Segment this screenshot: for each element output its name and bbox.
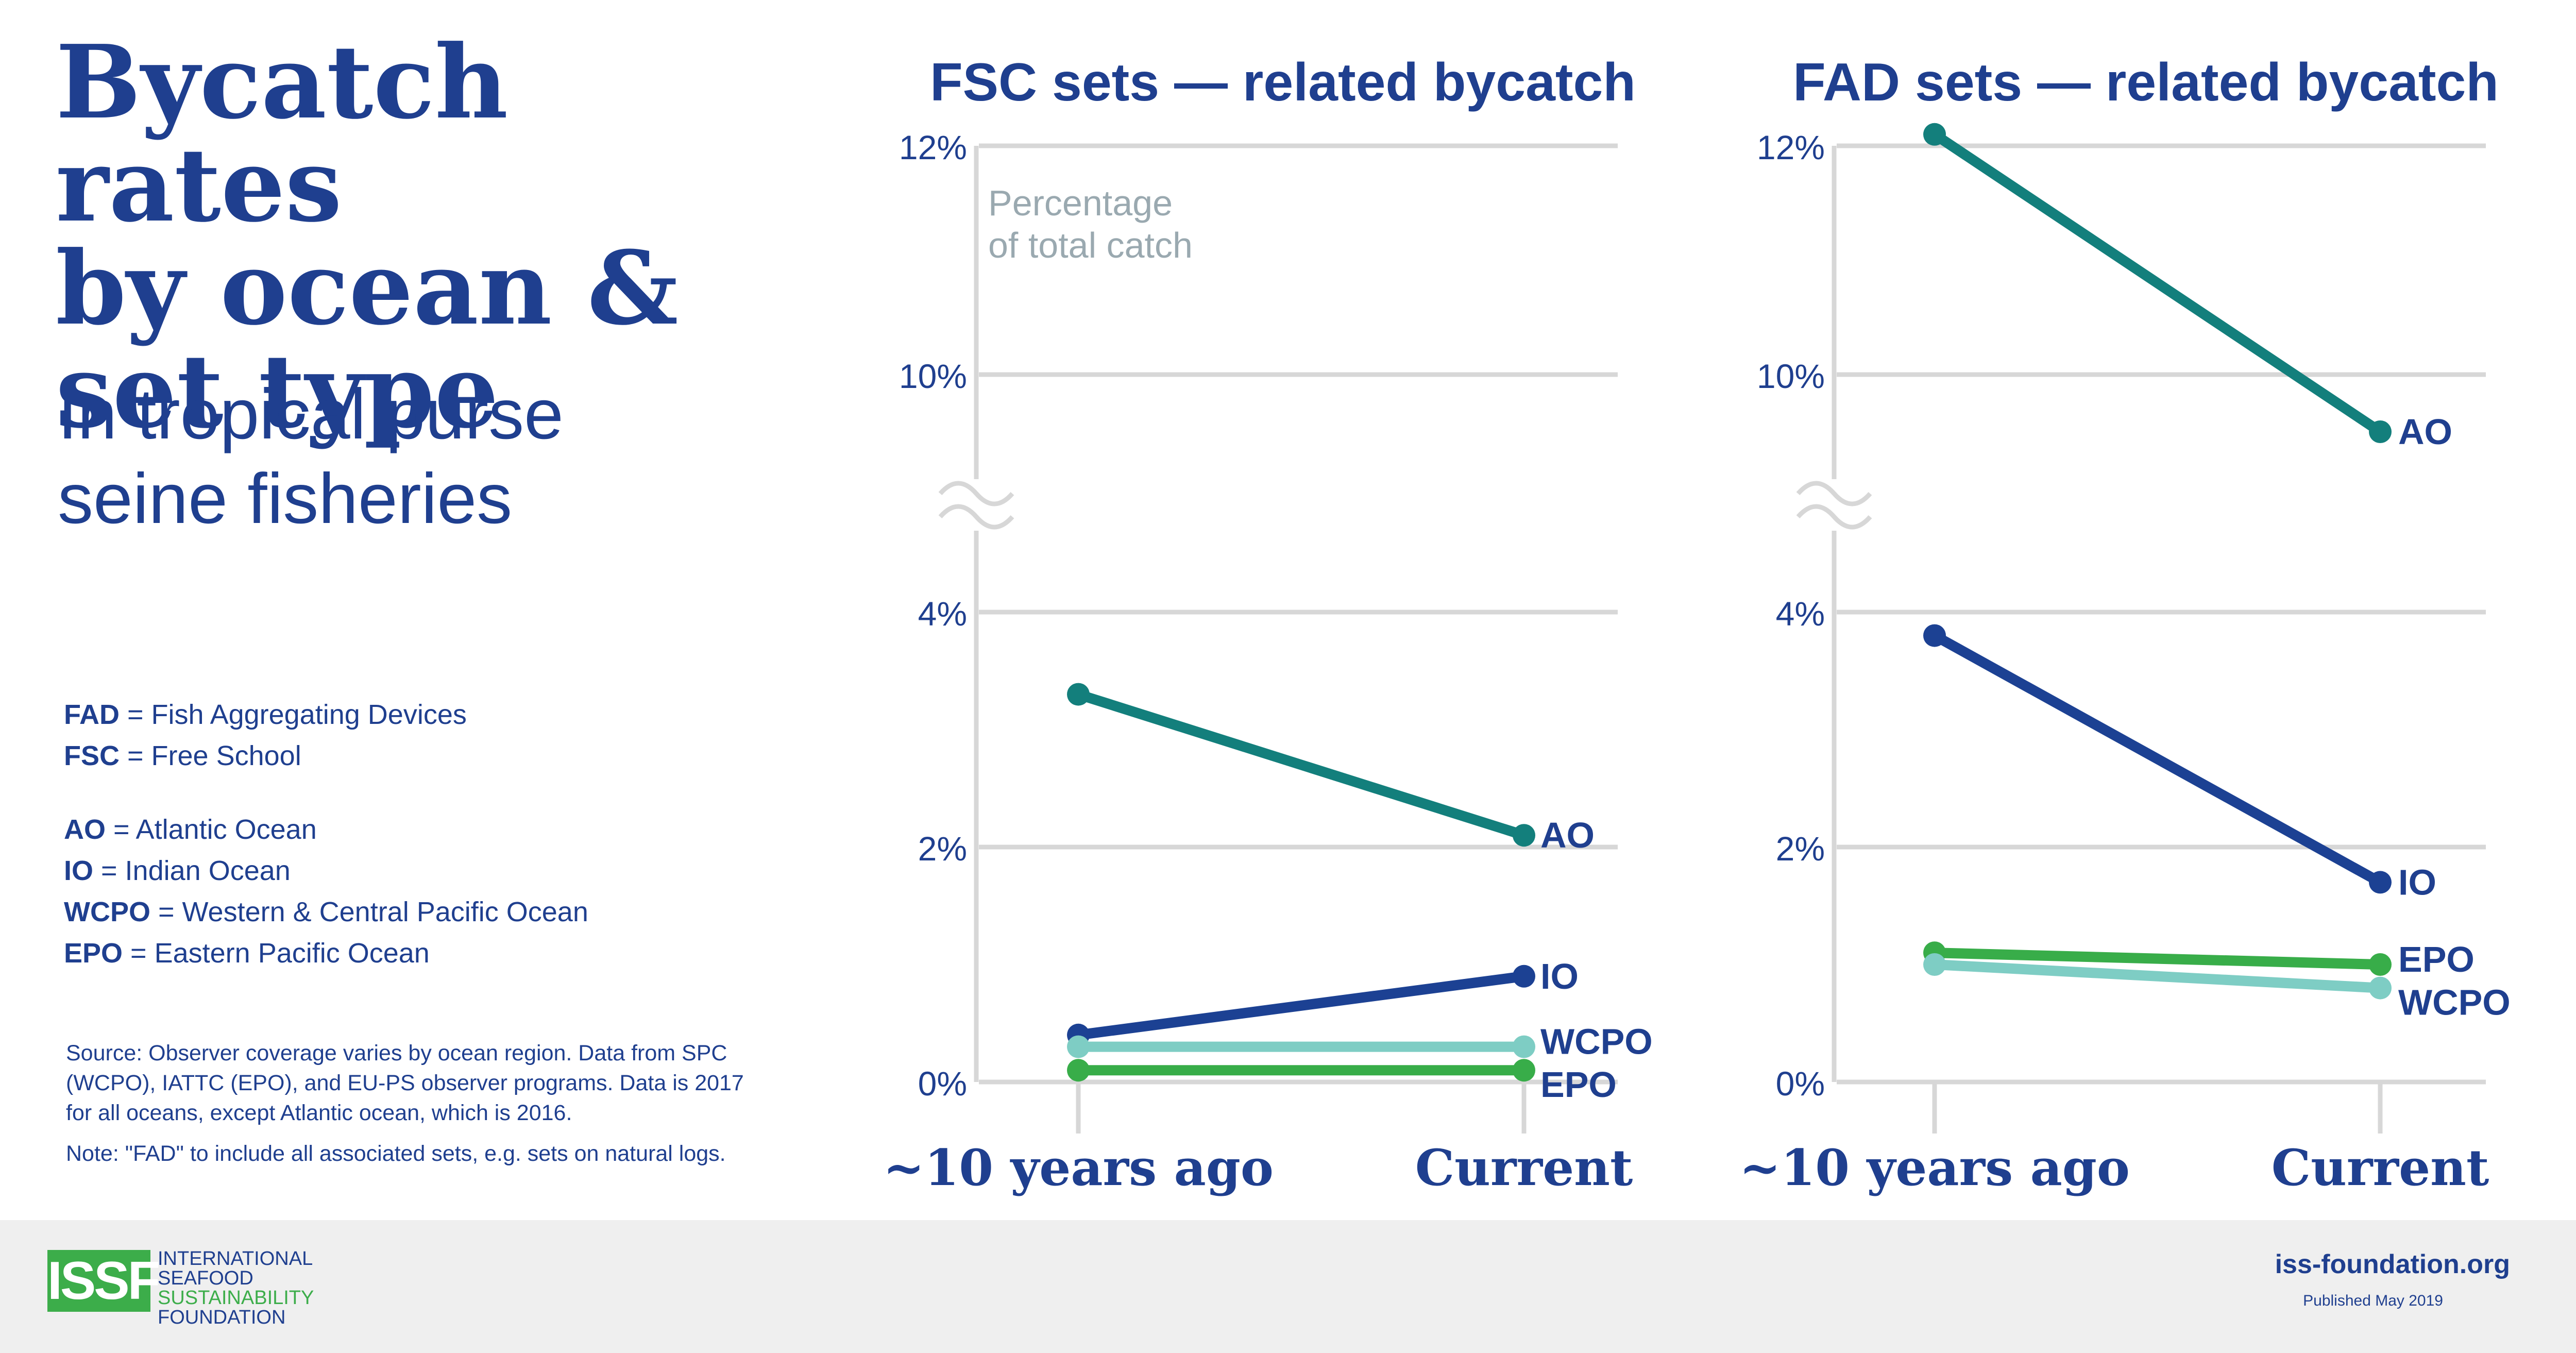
- definition-item: IO = Indian Ocean: [64, 855, 291, 886]
- data-point-epo: [1513, 1059, 1535, 1082]
- series-line-io: [1073, 971, 1529, 1040]
- source-line: Source: Observer coverage varies by ocea…: [66, 1041, 727, 1066]
- y-tick-label: 2%: [1776, 830, 1825, 868]
- logo-mark: ISSF: [47, 1251, 160, 1311]
- series-label: WCPO: [2398, 983, 2511, 1023]
- title-line: Bycatch rates: [56, 23, 509, 245]
- series-label: IO: [1540, 956, 1579, 996]
- chart-panel-fad: FAD sets — related bycatch 0% 2% 4% 10% 12% ~1…: [1739, 53, 2511, 1197]
- series-line-epo: [1929, 948, 2385, 970]
- org-name-line: INTERNATIONAL: [158, 1248, 313, 1270]
- footer-bar: [0, 1220, 2576, 1353]
- data-point-wcpo: [1513, 1035, 1535, 1058]
- set-type-definitions: FAD = Fish Aggregating Devices FSC = Fre…: [64, 694, 467, 776]
- series-line-wcpo: [1929, 959, 2385, 993]
- data-point-wcpo: [2369, 976, 2392, 1000]
- series-label: EPO: [2398, 939, 2475, 979]
- data-point-io: [1923, 624, 1946, 647]
- axis-break-mark: [938, 504, 1014, 530]
- source-line: (WCPO), IATTC (EPO), and EU-PS observer …: [66, 1071, 744, 1095]
- subtitle-line: In tropical purse: [58, 375, 564, 454]
- series-line-io: [1929, 630, 2385, 888]
- data-point-ao: [2369, 420, 2392, 443]
- y-tick-label: 2%: [918, 830, 967, 868]
- series-label: IO: [2398, 862, 2436, 902]
- axis-break-mark: [1796, 504, 1872, 530]
- ocean-definitions: AO = Atlantic Ocean IO = Indian Ocean WC…: [64, 809, 588, 974]
- y-tick-label: 12%: [1757, 128, 1825, 166]
- x-category-label: Current: [1415, 1139, 1633, 1197]
- subtitle-line: seine fisheries: [58, 459, 513, 538]
- x-category-label: ~10 years ago: [883, 1139, 1274, 1197]
- definition-item: FAD = Fish Aggregating Devices: [64, 699, 467, 730]
- chart-title: FSC sets — related bycatch: [930, 53, 1636, 112]
- title-line: by ocean &: [56, 229, 679, 348]
- series-label: EPO: [1540, 1064, 1617, 1105]
- y-tick-label: 0%: [918, 1064, 967, 1103]
- page-title: Bycatch rates by ocean & set type: [56, 31, 828, 443]
- org-name-line: FOUNDATION: [158, 1307, 286, 1328]
- x-category-label: ~10 years ago: [1739, 1139, 2130, 1197]
- series-line-ao: [1929, 129, 2385, 437]
- data-point-ao: [1513, 824, 1535, 847]
- chart-title: FAD sets — related bycatch: [1793, 53, 2499, 112]
- org-name-line: SEAFOOD: [158, 1267, 253, 1289]
- definition-item: WCPO = Western & Central Pacific Ocean: [64, 897, 588, 927]
- series-label: WCPO: [1540, 1022, 1653, 1062]
- series-line-ao: [1073, 689, 1529, 841]
- data-point-io: [1513, 965, 1535, 988]
- org-name-line: SUSTAINABILITY: [158, 1287, 314, 1309]
- series-label: AO: [1540, 815, 1595, 855]
- definition-item: FSC = Free School: [64, 740, 301, 771]
- y-tick-label: 0%: [1776, 1064, 1825, 1103]
- data-point-ao: [1923, 123, 1946, 146]
- axis-break-mark: [938, 481, 1014, 506]
- y-tick-label: 10%: [1757, 357, 1825, 395]
- definition-item: EPO = Eastern Pacific Ocean: [64, 938, 430, 969]
- website-link[interactable]: iss-foundation.org: [2275, 1249, 2510, 1279]
- data-point-ao: [1067, 683, 1090, 706]
- y-tick-label: 4%: [918, 595, 967, 633]
- chart-panel-fsc: FSC sets — related bycatch 0% 2% 4% 10% 12% ~1…: [883, 53, 1653, 1197]
- data-point-epo: [2369, 953, 2392, 976]
- y-tick-label: 12%: [899, 128, 967, 166]
- data-point-epo: [1067, 1059, 1090, 1082]
- source-line: for all oceans, except Atlantic ocean, w…: [66, 1101, 572, 1125]
- chart-annotation: of total catch: [988, 225, 1193, 265]
- y-tick-label: 4%: [1776, 595, 1825, 633]
- series-label: AO: [2398, 412, 2452, 452]
- x-category-label: Current: [2272, 1139, 2489, 1197]
- y-tick-label: 10%: [899, 357, 967, 395]
- axis-break-mark: [1796, 481, 1872, 506]
- published-date: Published May 2019: [2303, 1292, 2443, 1309]
- title-line: set type: [56, 332, 499, 451]
- page-subtitle: In tropical purse seine fisheries: [58, 372, 676, 541]
- data-point-wcpo: [1067, 1035, 1090, 1058]
- data-point-wcpo: [1923, 953, 1946, 976]
- issf-logo: ISSF: [47, 1250, 160, 1312]
- source-note: Source: Observer coverage varies by ocea…: [66, 1038, 746, 1128]
- definition-item: AO = Atlantic Ocean: [64, 814, 317, 845]
- fad-note: Note: "FAD" to include all associated se…: [66, 1141, 726, 1166]
- chart-annotation: Percentage: [988, 183, 1173, 223]
- data-point-io: [2369, 871, 2392, 894]
